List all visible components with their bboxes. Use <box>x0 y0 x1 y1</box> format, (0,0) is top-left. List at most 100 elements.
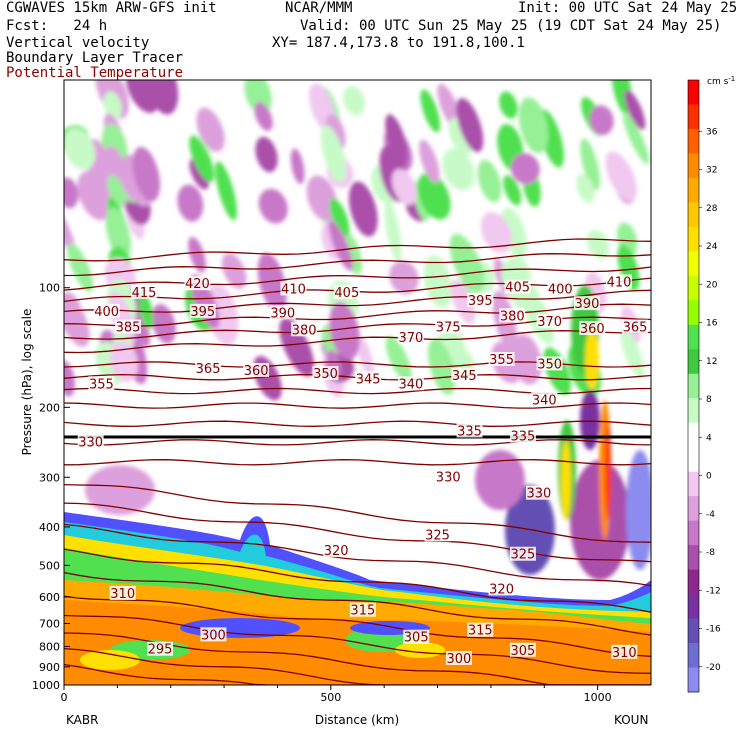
isentrope-label: 415 <box>132 286 157 301</box>
isentrope-label-bg <box>269 305 296 320</box>
isentrope-label: 305 <box>511 644 536 659</box>
isentrope-label-bg <box>131 284 158 299</box>
colorbar-swatch <box>688 496 699 522</box>
isentrope-label: 355 <box>89 377 114 392</box>
colorbar-swatch <box>688 324 699 350</box>
vertical-velocity-cell <box>329 197 350 237</box>
y-tick-label: 200 <box>39 401 60 414</box>
isentrope-label: 365 <box>196 362 221 377</box>
vertical-velocity-cell <box>624 89 646 130</box>
colorbar-label: -16 <box>706 625 721 635</box>
vertical-velocity-cell <box>342 85 366 116</box>
colorbar-label: -20 <box>706 663 721 673</box>
vertical-velocity-cell <box>64 294 90 347</box>
colorbar-label: -8 <box>706 548 715 558</box>
isentrope-label: 390 <box>270 306 295 321</box>
isentrope-label-bg <box>435 319 462 334</box>
isentrope-label: 355 <box>489 353 514 368</box>
vertical-velocity-cell <box>450 279 476 324</box>
isentrope-label-bg <box>509 428 536 443</box>
isentrope-label-bg <box>488 581 515 596</box>
isentrope-label: 325 <box>511 548 536 563</box>
isentrope-label: 410 <box>607 275 632 290</box>
colorbar-swatch <box>688 618 699 644</box>
vertical-velocity-cell <box>620 328 644 378</box>
colorbar <box>687 79 700 693</box>
isentrope-label-bg <box>621 319 648 334</box>
boundary-layer-tracer-band <box>80 650 140 670</box>
isentrope-label: 380 <box>292 323 317 338</box>
isentrope-label-bg <box>349 602 376 617</box>
isentrope-label: 330 <box>527 487 552 502</box>
colorbar-label: 20 <box>706 280 718 290</box>
isentrope-label: 315 <box>468 624 493 639</box>
isentrope-label: 345 <box>452 369 477 384</box>
potential-temperature-isentrope <box>64 614 651 674</box>
vertical-velocity-cell <box>580 138 600 191</box>
isentrope-label-bg <box>536 356 563 371</box>
colorbar-frame <box>687 79 700 693</box>
field-vertical-velocity: Vertical velocity <box>6 35 150 51</box>
colorbar-swatch <box>688 104 699 130</box>
endpoint-left: KABR <box>66 713 98 727</box>
isentrope-label-bg <box>109 585 136 600</box>
isentrope-label-bg <box>525 485 552 500</box>
vertical-velocity-cell <box>586 229 610 259</box>
isentrope-label-bg <box>509 546 536 561</box>
isentrope-label-bg <box>147 641 174 656</box>
isentrope-label-bg <box>424 527 451 542</box>
vertical-velocity-cell <box>189 135 215 183</box>
colorbar-label: 28 <box>706 204 718 214</box>
isentrope-label-bg <box>456 423 483 438</box>
potential-temperature-isentrope <box>64 289 651 313</box>
isentrope-label: 360 <box>580 322 605 337</box>
vertical-velocity-cell <box>64 177 79 209</box>
potential-temperature-isentrope <box>64 253 651 277</box>
y-tick-label: 300 <box>39 471 60 484</box>
isentrope-label: 340 <box>532 393 557 408</box>
colorbar-label: 32 <box>706 166 717 176</box>
vertical-velocity-cell <box>196 107 225 152</box>
isentrope-label-bg <box>403 629 430 644</box>
potential-temperature-isentrope <box>64 459 651 466</box>
y-tick-label: 900 <box>39 661 60 674</box>
colorbar-swatch <box>688 349 699 375</box>
isentrope-label: 365 <box>623 321 648 336</box>
isentrope-label: 410 <box>281 282 306 297</box>
colorbar-swatch <box>688 80 699 105</box>
isentrope-label-bg <box>435 469 462 484</box>
potential-temperature-isentrope <box>64 595 651 657</box>
isentrope-label-bg <box>536 314 563 329</box>
isentrope-label: 335 <box>457 424 482 439</box>
vertical-velocity-cell <box>518 97 549 154</box>
isentrope-label: 320 <box>489 583 514 598</box>
vertical-velocity-cell <box>605 151 637 201</box>
init-time: Init: 00 UTC Sat 24 May 25 <box>518 0 738 16</box>
isentrope-label: 325 <box>425 528 450 543</box>
isentrope-label-bg <box>189 303 216 318</box>
x-axis-label: Distance (km) <box>315 713 399 727</box>
isentrope-label: 315 <box>350 604 375 619</box>
vertical-velocity-cell <box>475 450 525 510</box>
isentrope-label: 345 <box>356 372 381 387</box>
vertical-velocity-cell <box>449 233 485 294</box>
isentrope-label-bg <box>451 368 478 383</box>
vertical-velocity-cell <box>423 255 452 308</box>
isentrope-label-bg <box>397 330 424 345</box>
isentrope-label-bg <box>499 308 526 323</box>
colorbar-swatch <box>688 398 699 424</box>
isentrope-label-bg <box>93 303 120 318</box>
field-boundary-layer-tracer: Boundary Layer Tracer <box>6 50 184 66</box>
colorbar-swatch <box>688 128 699 154</box>
endpoint-right: KOUN <box>614 713 648 727</box>
vertical-velocity-cell <box>188 236 206 273</box>
isentrope-label-bg <box>200 627 227 642</box>
vertical-velocity-cell <box>328 220 353 271</box>
potential-temperature-isentrope <box>64 420 651 427</box>
colorbar-swatch <box>688 373 699 399</box>
isentrope-label-bg <box>467 293 494 308</box>
isentrope-label-bg <box>605 274 632 289</box>
isentrope-label: 350 <box>313 367 338 382</box>
colorbar-swatch <box>688 275 699 301</box>
isentrope-label-bg <box>509 642 536 657</box>
